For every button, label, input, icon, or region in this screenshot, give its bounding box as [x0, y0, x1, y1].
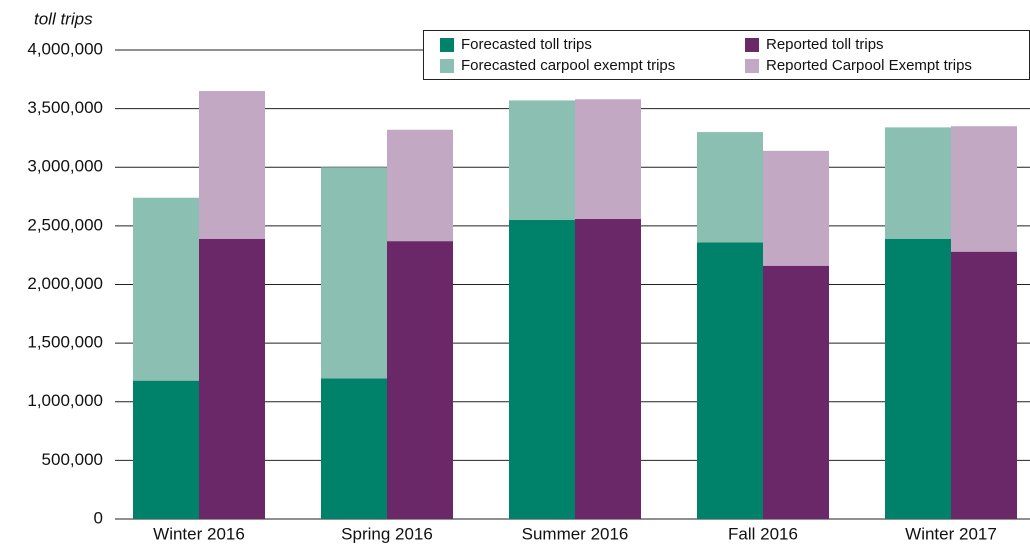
legend-label: Forecasted toll trips [461, 36, 592, 53]
bar-segment [321, 378, 387, 519]
legend-label: Reported toll trips [766, 36, 884, 53]
y-axis-label: toll trips [34, 9, 93, 28]
bar-segment [387, 241, 453, 519]
bar-segment [387, 129, 453, 242]
bar-segment [509, 220, 575, 519]
y-tick-label: 2,500,000 [27, 215, 103, 234]
y-tick-label: 500,000 [42, 450, 103, 469]
legend-swatch [745, 59, 759, 73]
legend-label: Forecasted carpool exempt trips [461, 57, 675, 74]
legend-swatch [440, 38, 454, 52]
bar-segment [763, 150, 829, 266]
legend-label: Reported Carpool Exempt trips [766, 57, 972, 74]
x-tick-label: Winter 2017 [905, 524, 997, 543]
bar-segment [321, 167, 387, 379]
y-tick-label: 4,000,000 [27, 39, 103, 58]
bar-segment [697, 242, 763, 520]
bar-segment [885, 127, 951, 239]
bar-segment [575, 99, 641, 219]
y-tick-label: 1,000,000 [27, 391, 103, 410]
legend-swatch [745, 38, 759, 52]
y-tick-label: 3,500,000 [27, 98, 103, 117]
y-tick-label: 1,500,000 [27, 333, 103, 352]
y-tick-label: 0 [94, 508, 103, 527]
bar-segment [763, 265, 829, 519]
bar-segment [951, 126, 1017, 252]
y-tick-label: 3,000,000 [27, 157, 103, 176]
bar-segment [509, 100, 575, 221]
x-tick-label: Summer 2016 [522, 524, 629, 543]
x-tick-label: Fall 2016 [728, 524, 798, 543]
bar-segment [951, 251, 1017, 520]
bar-segment [885, 238, 951, 519]
bar-segment [575, 218, 641, 519]
x-tick-label: Winter 2016 [153, 524, 245, 543]
x-tick-label: Spring 2016 [341, 524, 433, 543]
legend-swatch [440, 59, 454, 73]
bar-segment [199, 91, 265, 239]
bar-segment [133, 380, 199, 519]
bar-segment [199, 238, 265, 519]
y-tick-label: 2,000,000 [27, 274, 103, 293]
bar-segment [697, 132, 763, 243]
bar-segment [133, 197, 199, 381]
